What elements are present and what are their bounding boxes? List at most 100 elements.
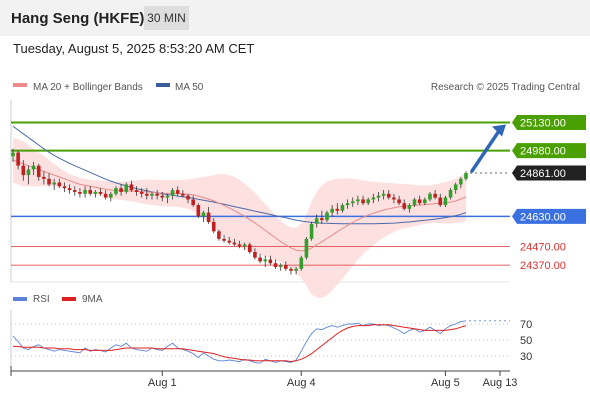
- candle-body: [114, 188, 118, 194]
- candle-body: [464, 172, 468, 179]
- candle-body: [366, 199, 370, 204]
- candle-body: [356, 199, 360, 202]
- candle-body: [381, 193, 386, 196]
- instrument-title: Hang Seng (HKFE): [11, 10, 145, 27]
- rsi-legend-label: RSI: [33, 294, 50, 305]
- candle-body: [217, 231, 221, 239]
- candle-body: [242, 244, 247, 247]
- rsi-tick-label-70: 70: [520, 319, 532, 331]
- candle-body: [392, 197, 396, 200]
- x-tick-label-2: Aug 5: [431, 377, 460, 389]
- candle-body: [93, 191, 98, 194]
- level-label-25130-00-bg: [512, 115, 586, 131]
- candle-body: [170, 190, 175, 196]
- candle-body: [453, 184, 458, 191]
- candle-body: [227, 240, 231, 243]
- candle-body: [253, 251, 257, 258]
- candle-body: [109, 193, 113, 198]
- candle-body: [423, 199, 427, 204]
- candle-body: [412, 199, 417, 206]
- candle-body: [83, 190, 87, 194]
- candle-body: [139, 191, 144, 194]
- candle-body: [26, 169, 31, 176]
- candle-body: [191, 199, 195, 206]
- candle-body: [88, 190, 93, 194]
- candle-body: [196, 205, 201, 217]
- candle-body: [273, 263, 278, 267]
- ma50-legend-swatch: [156, 83, 170, 87]
- candle-body: [371, 197, 376, 200]
- candle-body: [335, 208, 340, 211]
- candle-body: [103, 193, 108, 198]
- candle-body: [237, 244, 242, 247]
- level-label-24370-00: 24370.00: [520, 260, 566, 272]
- candle-body: [433, 193, 437, 198]
- rsi-plot: 70 50 30: [10, 310, 532, 370]
- ma9-legend-label: 9MA: [82, 294, 103, 305]
- rsi-tick-label-50: 50: [520, 335, 532, 347]
- candle-body: [438, 197, 443, 206]
- level-label-24861-00-bg: [512, 165, 586, 181]
- candle-body: [134, 190, 139, 192]
- candle-body: [67, 188, 72, 191]
- candle-body: [47, 178, 51, 185]
- candle-body: [119, 188, 123, 192]
- candle-body: [31, 165, 36, 170]
- x-tick-label-0: Aug 1: [148, 377, 177, 389]
- timeframe-badge[interactable]: 30 MIN: [144, 6, 189, 30]
- main-plot: 25130.00 24980.00 24861.00 24630.00 24470.00…: [10, 100, 586, 298]
- ma9-legend-swatch: [62, 297, 76, 301]
- candle-body: [258, 257, 262, 262]
- candle-body: [325, 212, 329, 221]
- ma20-line: [12, 159, 467, 252]
- level-label-24470-00: 24470.00: [520, 241, 566, 253]
- candle-body: [160, 195, 165, 198]
- candle-body: [72, 190, 77, 192]
- candle-body: [304, 238, 309, 258]
- candle-body: [232, 242, 237, 245]
- candle-body: [175, 190, 180, 194]
- level-label-24980-00: 24980.00: [520, 146, 566, 158]
- forecast-arrow-shaft: [470, 127, 502, 173]
- rsi-tick-label-30: 30: [520, 351, 532, 363]
- candle-body: [36, 165, 41, 177]
- bollinger-band-fill: [13, 137, 466, 298]
- candle-body: [459, 178, 463, 185]
- candle-body: [407, 205, 412, 209]
- candle-body: [361, 199, 365, 204]
- candle-body: [340, 205, 345, 211]
- candle-body: [155, 193, 159, 196]
- candle-body: [211, 221, 216, 232]
- candle-body: [397, 199, 401, 204]
- main-legend: MA 20 + Bollinger Bands MA 50 Research ©…: [13, 82, 580, 93]
- timestamp: Tuesday, August 5, 2025 8:53:20 AM CET: [13, 41, 255, 56]
- rsi-ma9-line: [13, 324, 467, 363]
- ma50-line: [12, 125, 467, 225]
- candle-body: [21, 165, 26, 176]
- ma20-legend-label: MA 20 + Bollinger Bands: [33, 82, 143, 93]
- forecast-arrow-head: [492, 124, 506, 137]
- candle-body: [402, 203, 407, 209]
- candle-body: [16, 152, 20, 166]
- candle-body: [284, 265, 288, 269]
- candle-body: [299, 257, 304, 269]
- candle-body: [181, 193, 185, 196]
- rsi-line: [12, 320, 467, 364]
- candle-body: [263, 259, 268, 262]
- candle-body: [443, 197, 448, 206]
- candle-body: [129, 184, 134, 191]
- candle-body: [78, 191, 82, 194]
- candle-body: [268, 259, 273, 264]
- x-tick-label-3: Aug 13: [483, 377, 518, 389]
- level-label-24630-00: 24630.00: [520, 211, 566, 223]
- ma50-legend-label: MA 50: [175, 82, 204, 93]
- candle-body: [309, 223, 314, 239]
- rsi-legend-swatch: [13, 297, 27, 301]
- ma20-legend-swatch: [13, 83, 27, 87]
- candle-body: [222, 238, 226, 241]
- candle-body: [206, 212, 211, 222]
- rsi-legend: RSI 9MA: [13, 294, 103, 305]
- candle-body: [278, 265, 283, 267]
- candle-body: [145, 193, 149, 196]
